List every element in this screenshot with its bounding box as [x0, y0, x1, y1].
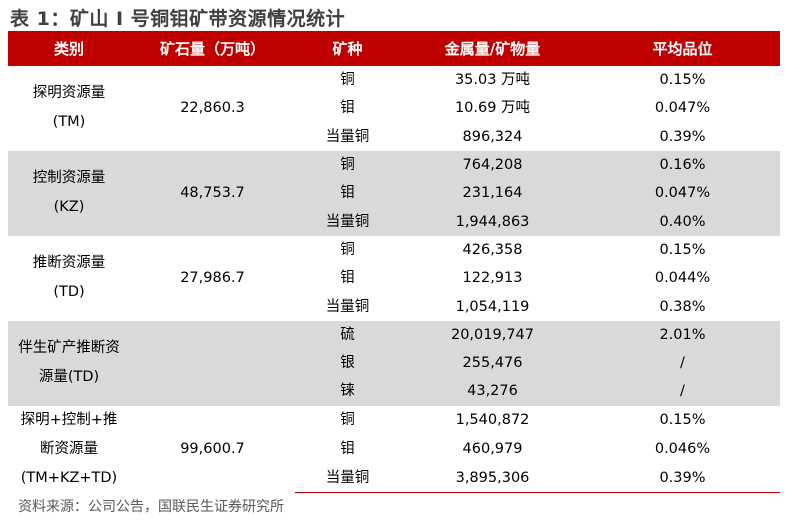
header-ore-amount: 矿石量（万吨） [130, 31, 295, 66]
category-line: 伴生矿产推断资 [18, 340, 120, 357]
metal-amount-cell: 1,054,119 [455, 298, 530, 315]
metal-amount-cell: 764,208 [400, 150, 585, 180]
mineral-cell: 硫 [295, 320, 400, 349]
category-line: 控制资源量 [32, 170, 106, 187]
mineral-cell: 当量铜 [325, 128, 370, 145]
mineral-cell: 钼 [340, 100, 355, 117]
category-line: (KZ) [53, 199, 85, 216]
category-cell: 伴生矿产推断资 源量(TD) [8, 320, 130, 406]
table-row: 探明+控制+推 断资源量 (TM+KZ+TD) 99,600.7 铜 1,540,872 0… [8, 406, 780, 486]
resource-table: 类别 矿石量（万吨） 矿种 金属量/矿物量 平均品位 探明资源量 (TM) 22,860.3… [8, 31, 780, 494]
ore-amount-cell: 22,860.3 [180, 100, 245, 117]
category-line: 源量(TD) [38, 369, 100, 386]
grade-cell: 0.16% [585, 150, 780, 180]
table-row: 推断资源量 (TD) 27,986.7 铜 426,358 0.15% [8, 236, 780, 300]
grade-cell: 0.047% [654, 100, 711, 117]
table-row: 钼 10.69 万吨 0.047% [8, 94, 780, 122]
category-line: (TD) [53, 284, 85, 301]
metal-amount-cell: 255,476 [400, 348, 585, 378]
metal-amount-cell: 20,019,747 [400, 320, 585, 349]
grade-cell: / [585, 377, 780, 406]
mineral-cell: 钼 [340, 270, 355, 287]
category-line: 断资源量 [40, 440, 98, 457]
table-title: 表 1：矿山 I 号铜钼矿带资源情况统计 [10, 8, 346, 30]
table-row: 钼 231,164 0.047% [8, 179, 780, 208]
grade-cell: 0.047% [585, 179, 780, 208]
metal-amount-cell: 3,895,306 [400, 463, 585, 494]
header-category: 类别 [8, 31, 130, 66]
table-row: 银 255,476/ [8, 348, 780, 378]
metal-amount-cell: 35.03 万吨 [454, 72, 531, 89]
metal-amount-cell: 43,276 [400, 377, 585, 406]
mineral-cell: 铜 [340, 241, 355, 258]
table-row: 铼 43,276/ [8, 377, 780, 406]
header-grade: 平均品位 [585, 31, 780, 66]
metal-amount-cell: 10.69 万吨 [454, 100, 531, 117]
grade-cell: 0.15% [659, 241, 706, 258]
metal-amount-cell: 122,913 [462, 270, 523, 287]
metal-amount-cell: 896,324 [462, 128, 523, 145]
grade-cell: 0.39% [659, 128, 706, 145]
category-line: (TM+KZ+TD) [20, 469, 118, 486]
grade-cell: 0.046% [654, 440, 711, 457]
header-row: 类别 矿石量（万吨） 矿种 金属量/矿物量 平均品位 [8, 31, 780, 66]
grade-cell: 0.15% [659, 72, 706, 89]
mineral-cell: 铜 [295, 150, 400, 180]
mineral-cell: 铜 [340, 411, 355, 428]
table-row: 当量铜 896,324 0.39% [8, 123, 780, 151]
table-row: 钼 122,913 0.044% [8, 264, 780, 292]
table-row: 钼 460,979 0.046% [8, 434, 780, 463]
mineral-cell: 钼 [295, 179, 400, 208]
ore-amount-cell: 99,600.7 [180, 441, 245, 458]
category-line: 推断资源量 [32, 255, 106, 272]
ore-amount-cell: 27,986.7 [180, 270, 245, 287]
category-cell: 探明+控制+推 断资源量 (TM+KZ+TD) [8, 406, 130, 493]
grade-cell: / [585, 348, 780, 378]
mineral-cell: 钼 [340, 440, 355, 457]
mineral-cell: 当量铜 [325, 298, 370, 315]
mineral-cell: 铼 [295, 377, 400, 406]
metal-amount-cell: 460,979 [462, 440, 523, 457]
ore-amount-cell [130, 320, 295, 406]
category-cell: 探明资源量 (TM) [8, 66, 130, 151]
category-line: (TM) [52, 114, 86, 131]
source-note: 资料来源：公司公告，国联民生证券研究所 [18, 499, 284, 515]
mineral-cell: 当量铜 [295, 207, 400, 236]
table-row: 伴生矿产推断资 源量(TD) 硫 20,019,747 2.01% [8, 320, 780, 406]
table-row: 当量铜 1,054,119 0.38% [8, 292, 780, 320]
grade-cell: 2.01% [585, 320, 780, 349]
grade-cell: 0.40% [585, 207, 780, 236]
grade-cell: 0.38% [659, 298, 706, 315]
table-row: 当量铜 3,895,306 0.39% [8, 463, 780, 494]
table-row: 当量铜 1,944,863 0.40% [8, 207, 780, 236]
ore-amount-cell: 48,753.7 [130, 150, 295, 236]
header-metal-amount: 金属量/矿物量 [400, 31, 585, 66]
mineral-cell: 当量铜 [295, 463, 400, 494]
category-line: 探明+控制+推 [20, 411, 118, 428]
metal-amount-cell: 231,164 [400, 179, 585, 208]
grade-cell: 0.39% [585, 463, 780, 494]
category-cell: 推断资源量 (TD) [8, 236, 130, 321]
table-row: 控制资源量 (KZ) 48,753.7 铜 764,208 0.16% [8, 150, 780, 236]
category-line: 探明资源量 [32, 85, 106, 102]
grade-cell: 0.15% [659, 411, 706, 428]
metal-amount-cell: 1,944,863 [400, 207, 585, 236]
category-cell: 控制资源量 (KZ) [8, 150, 130, 236]
mineral-cell: 银 [295, 348, 400, 378]
header-mineral: 矿种 [295, 31, 400, 66]
mineral-cell: 铜 [340, 72, 355, 89]
metal-amount-cell: 1,540,872 [455, 411, 530, 428]
grade-cell: 0.044% [654, 270, 711, 287]
metal-amount-cell: 426,358 [462, 241, 523, 258]
table-row: 探明资源量 (TM) 22,860.3 铜 35.03 万吨 0.15% [8, 66, 780, 130]
